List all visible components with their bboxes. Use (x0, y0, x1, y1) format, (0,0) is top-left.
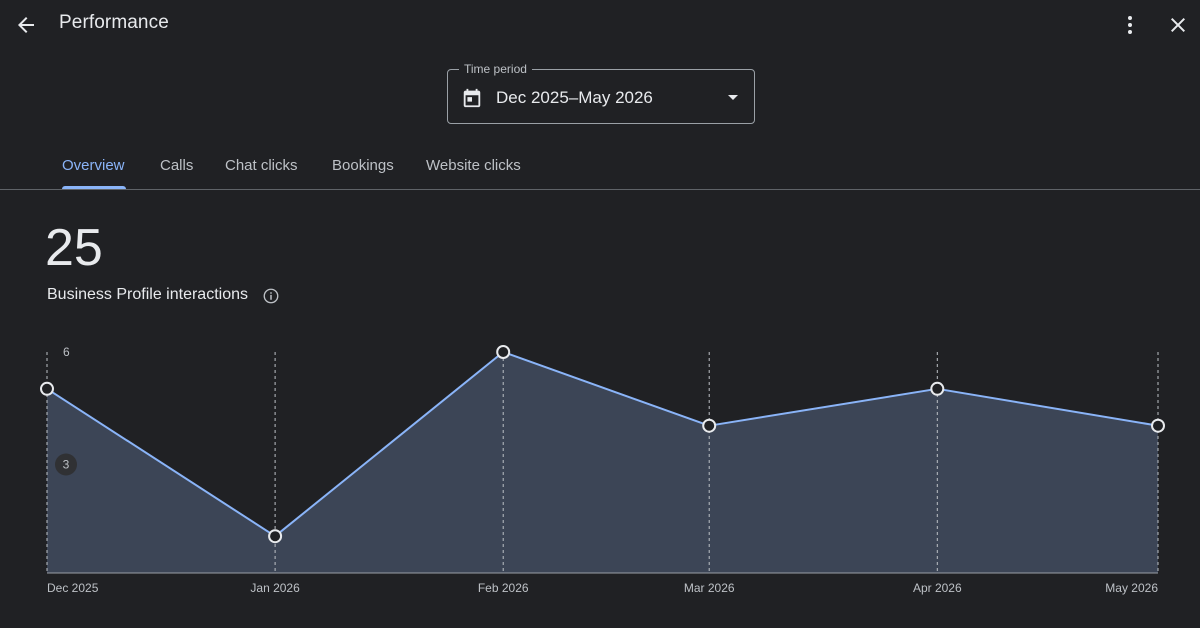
info-icon[interactable] (262, 287, 280, 305)
more-vert-icon (1128, 16, 1132, 34)
metric-total-value: 25 (45, 219, 103, 277)
tab-bar: Overview Calls Chat clicks Bookings Webs… (0, 140, 1200, 190)
data-point-dec-2025[interactable] (40, 381, 54, 396)
y-tick-label: 6 (63, 345, 70, 359)
time-period-label: Time period (459, 62, 532, 76)
x-tick-label: Feb 2026 (478, 581, 529, 595)
page-title: Performance (59, 12, 169, 33)
active-tab-indicator (62, 186, 126, 189)
arrow-back-icon (18, 17, 34, 33)
tab-calls[interactable]: Calls (160, 157, 194, 174)
metric-label: Business Profile interactions (47, 286, 248, 303)
more-options-button[interactable] (1116, 11, 1144, 39)
tab-chat-clicks[interactable]: Chat clicks (225, 157, 298, 174)
series-area (47, 352, 1158, 573)
x-tick-label: Dec 2025 (47, 581, 99, 595)
time-period-value: Dec 2025–May 2026 (496, 88, 653, 107)
close-icon (1171, 18, 1185, 32)
x-tick-label: Mar 2026 (684, 581, 735, 595)
data-point-apr-2026[interactable] (930, 381, 945, 396)
calendar-icon (463, 88, 481, 108)
x-tick-label: Jan 2026 (250, 581, 300, 595)
series-line (46, 351, 1159, 538)
data-point-jan-2026[interactable] (268, 529, 283, 544)
x-tick-label: May 2026 (1105, 581, 1158, 595)
close-button[interactable] (1164, 11, 1192, 39)
data-point-may-2026[interactable] (1151, 418, 1165, 433)
tab-bookings[interactable]: Bookings (332, 157, 394, 174)
time-period-select[interactable]: Time period Dec 2025–May 2026 (447, 62, 755, 124)
tab-overview[interactable]: Overview (62, 157, 125, 174)
y-tick-badge (55, 453, 77, 476)
x-tick-label: Apr 2026 (913, 581, 962, 595)
tabs-divider (0, 189, 1200, 190)
tab-website-clicks[interactable]: Website clicks (426, 157, 521, 174)
y-tick-label: 3 (63, 458, 70, 472)
top-app-bar: Performance (0, 0, 1200, 50)
data-point-feb-2026[interactable] (496, 345, 511, 359)
data-point-mar-2026[interactable] (702, 418, 717, 433)
back-button[interactable] (12, 11, 40, 39)
dropdown-arrow-icon (728, 95, 738, 100)
